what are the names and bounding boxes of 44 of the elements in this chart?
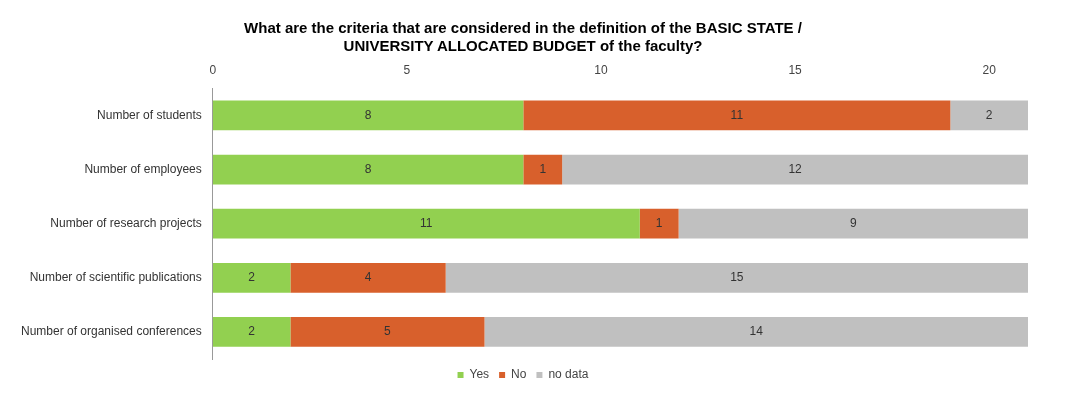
x-tick-label: 5 xyxy=(403,62,411,77)
data-label: 14 xyxy=(749,324,764,339)
y-tick-label: Number of students xyxy=(97,107,202,122)
x-tick-label: 0 xyxy=(209,62,217,77)
x-tick-label: 20 xyxy=(982,62,997,77)
data-label: 15 xyxy=(730,270,744,285)
x-tick-label: 15 xyxy=(788,62,803,77)
legend-label: Yes xyxy=(469,367,490,382)
y-tick-label: Number of organised conferences xyxy=(20,324,202,339)
data-label: 1 xyxy=(539,161,547,176)
data-label: 5 xyxy=(384,324,392,339)
y-tick-label: Number of scientific publications xyxy=(29,270,202,285)
bar xyxy=(212,208,640,239)
x-tick-label: 10 xyxy=(594,62,608,77)
y-tick-label: Number of employees xyxy=(84,161,202,176)
data-label: 8 xyxy=(364,161,372,176)
bar xyxy=(523,100,951,131)
bar xyxy=(484,317,1028,347)
data-label: 2 xyxy=(985,107,993,122)
data-label: 2 xyxy=(248,270,256,285)
bar xyxy=(212,100,524,131)
data-label: 8 xyxy=(364,107,372,122)
chart-title: What are the criteria that are considered in the definition of the BASIC STATE / UNIVERSITY ALLOCATED BUDGET of the faculty? xyxy=(244,19,803,55)
data-label: 11 xyxy=(730,107,744,122)
bar xyxy=(290,262,446,293)
bar xyxy=(212,317,291,347)
bar xyxy=(212,262,291,293)
legend-label: no data xyxy=(548,367,589,382)
bar xyxy=(523,154,563,185)
data-label: 4 xyxy=(364,270,372,285)
data-label: 9 xyxy=(849,216,857,231)
data-label: 1 xyxy=(655,216,663,231)
bar xyxy=(290,317,485,347)
bar xyxy=(678,208,1028,239)
bar xyxy=(212,154,524,185)
legend-label: No xyxy=(511,367,527,382)
bar xyxy=(562,154,1028,185)
bar xyxy=(639,208,679,239)
data-label: 12 xyxy=(788,161,803,176)
data-label: 11 xyxy=(420,216,433,231)
bar xyxy=(445,262,1028,293)
y-tick-label: Number of research projects xyxy=(50,216,202,231)
bar xyxy=(950,100,1028,131)
data-label: 2 xyxy=(248,324,256,339)
